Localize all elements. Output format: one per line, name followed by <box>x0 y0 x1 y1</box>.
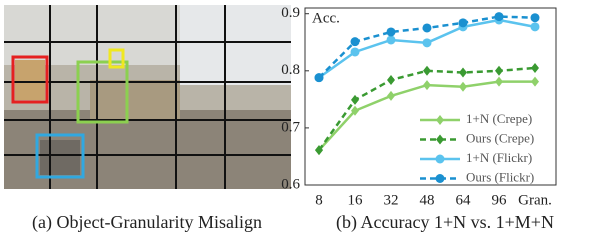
x-tick-label: 48 <box>420 192 435 208</box>
legend-marker <box>435 174 445 183</box>
y-tick-label: 0.7 <box>281 119 300 135</box>
x-tick-label: 8 <box>315 192 323 208</box>
point <box>459 67 467 78</box>
point <box>459 81 467 92</box>
legend-marker <box>436 115 444 125</box>
point <box>386 27 396 37</box>
point <box>387 74 395 85</box>
point <box>351 94 359 105</box>
point <box>422 23 432 33</box>
y-tick-label: 0.8 <box>281 62 300 78</box>
point <box>350 37 360 47</box>
point <box>314 73 324 83</box>
legend-marker <box>435 154 445 164</box>
point <box>351 105 359 116</box>
blue-box <box>35 133 85 179</box>
chart-title: (b) Accuracy 1+N vs. 1+M+N <box>336 212 554 233</box>
y-tick-label: 0.6 <box>281 176 300 192</box>
x-tick-label: 32 <box>384 192 399 208</box>
point <box>531 62 539 73</box>
plot-frame <box>304 7 557 186</box>
point <box>458 18 468 28</box>
photo-desk <box>90 80 180 120</box>
legend-marker <box>436 134 444 145</box>
red-box <box>11 55 49 104</box>
point <box>386 35 396 45</box>
photo-window <box>180 5 291 85</box>
yellow-box <box>108 48 125 69</box>
y-axis-label: Acc. <box>312 10 340 26</box>
point <box>387 90 395 101</box>
photo-board <box>15 60 45 100</box>
photo <box>4 5 291 189</box>
legend-label: Ours (Crepe) <box>466 130 534 145</box>
point <box>495 65 503 76</box>
point <box>423 65 431 76</box>
point <box>531 76 539 87</box>
point <box>494 12 504 22</box>
green-box <box>76 60 129 124</box>
y-tick-label: 0.9 <box>281 5 300 21</box>
x-tick-label: Gran. <box>518 192 552 208</box>
legend-label: Ours (Flickr) <box>466 169 534 184</box>
image-caption: (a) Object-Granularity Misalign <box>32 212 262 233</box>
x-tick-label: 96 <box>492 192 508 208</box>
point <box>315 145 323 156</box>
point <box>530 22 540 32</box>
point <box>350 47 360 57</box>
x-tick-label: 64 <box>456 192 472 208</box>
legend-label: 1+N (Flickr) <box>466 150 532 165</box>
point <box>423 80 431 91</box>
point <box>530 13 540 23</box>
photo-grid <box>4 5 291 189</box>
point <box>495 76 503 87</box>
point <box>422 38 432 48</box>
x-tick-label: 16 <box>348 192 364 208</box>
legend-label: 1+N (Crepe) <box>466 111 532 126</box>
photo-monitor <box>40 140 80 175</box>
